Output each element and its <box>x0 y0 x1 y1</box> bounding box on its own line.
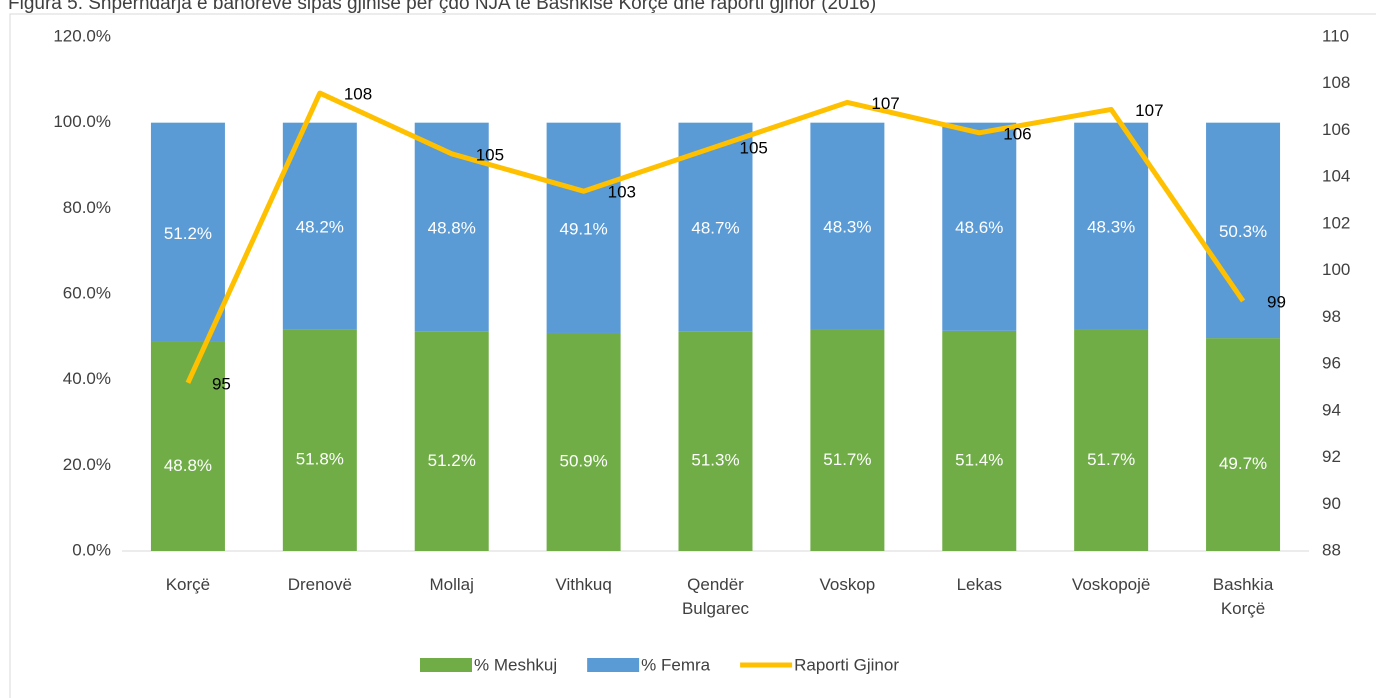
data-label: 105 <box>740 138 768 157</box>
bar-segment <box>810 122 885 330</box>
data-label: 51.2% <box>164 224 212 243</box>
y2-tick-label: 106 <box>1322 120 1350 139</box>
data-label: 99 <box>1267 292 1286 311</box>
y-tick-label: 0.0% <box>72 540 111 559</box>
data-label: 51.4% <box>955 450 1003 469</box>
y-tick-label: 80.0% <box>63 198 111 217</box>
y-tick-label: 40.0% <box>63 369 111 388</box>
legend-swatch <box>420 658 472 672</box>
data-label: 108 <box>344 85 372 104</box>
bar-segment <box>282 329 357 551</box>
data-label: 105 <box>476 145 504 164</box>
data-label: 51.7% <box>1087 450 1135 469</box>
y-tick-label: 20.0% <box>63 455 111 474</box>
data-label: 48.3% <box>1087 218 1135 237</box>
y2-tick-label: 90 <box>1322 494 1341 513</box>
data-label: 48.2% <box>296 217 344 236</box>
data-label: 51.3% <box>691 451 739 470</box>
y2-tick-label: 108 <box>1322 73 1350 92</box>
y2-tick-label: 102 <box>1322 213 1350 232</box>
data-label: 48.3% <box>823 218 871 237</box>
data-label: 48.8% <box>428 219 476 238</box>
data-label: 51.8% <box>296 450 344 469</box>
bar-segment <box>678 331 753 551</box>
x-tick-label: Mollaj <box>429 575 474 594</box>
bar-segment <box>150 122 225 342</box>
chart-border <box>9 13 1376 698</box>
y2-tick-label: 110 <box>1322 26 1349 45</box>
bar-segment <box>546 122 621 333</box>
data-label: 107 <box>871 94 899 113</box>
data-label: 106 <box>1003 124 1031 143</box>
x-tick-label: Korçë <box>165 575 211 594</box>
data-label: 103 <box>608 183 636 202</box>
y-tick-label: 60.0% <box>63 283 111 302</box>
data-label: 48.7% <box>691 218 739 237</box>
bar-segment <box>546 332 621 551</box>
data-label: 51.7% <box>823 450 871 469</box>
line <box>185 90 1246 384</box>
y2-tick-label: 100 <box>1322 260 1350 279</box>
legend-label: % Femra <box>641 655 711 674</box>
bar-segment <box>414 331 489 551</box>
y2-tick-label: 98 <box>1322 307 1341 326</box>
legend-label: Raporti Gjinor <box>794 655 899 674</box>
y2-tick-label: 94 <box>1322 400 1341 419</box>
data-label: 107 <box>1135 101 1163 120</box>
data-label: 48.8% <box>164 456 212 475</box>
bar-segment <box>1074 329 1149 551</box>
legend-swatch <box>587 658 640 672</box>
x-tick-label: Qendër Bulgarec <box>681 575 750 618</box>
data-label: 50.3% <box>1219 222 1267 241</box>
bar-segment <box>1206 338 1281 551</box>
data-label: 50.9% <box>560 451 608 470</box>
data-label: 49.7% <box>1219 454 1267 473</box>
x-tick-label: Vithkuq <box>555 575 612 594</box>
x-tick-label: Lekas <box>956 575 1002 594</box>
chart-title: Figura 5. Shpërndarja e banorëve sipas g… <box>8 0 876 14</box>
y2-tick-label: 104 <box>1322 167 1350 186</box>
bar-segment <box>1206 122 1281 339</box>
x-tick-label: Voskopojë <box>1071 575 1151 594</box>
data-label: 49.1% <box>560 219 608 238</box>
y2-tick-label: 96 <box>1322 354 1341 373</box>
bar-segment <box>942 330 1017 551</box>
data-label: 48.6% <box>955 218 1003 237</box>
bar-segment <box>810 329 885 551</box>
y2-tick-label: 88 <box>1322 540 1341 559</box>
y-tick-label: 100.0% <box>53 112 111 131</box>
bar-segment <box>942 122 1017 331</box>
y-tick-label: 120.0% <box>53 26 111 45</box>
x-tick-label: Bashkia Korçë <box>1212 575 1274 618</box>
bar-segment <box>1074 122 1149 330</box>
y2-tick-label: 92 <box>1322 447 1341 466</box>
legend-label: % Meshkuj <box>474 655 557 674</box>
data-label: 95 <box>212 374 231 393</box>
x-tick-label: Voskop <box>819 575 876 594</box>
x-tick-label: Drenovë <box>287 575 352 594</box>
bar-segment <box>414 122 489 332</box>
data-label: 51.2% <box>428 451 476 470</box>
bar-segment <box>282 122 357 330</box>
